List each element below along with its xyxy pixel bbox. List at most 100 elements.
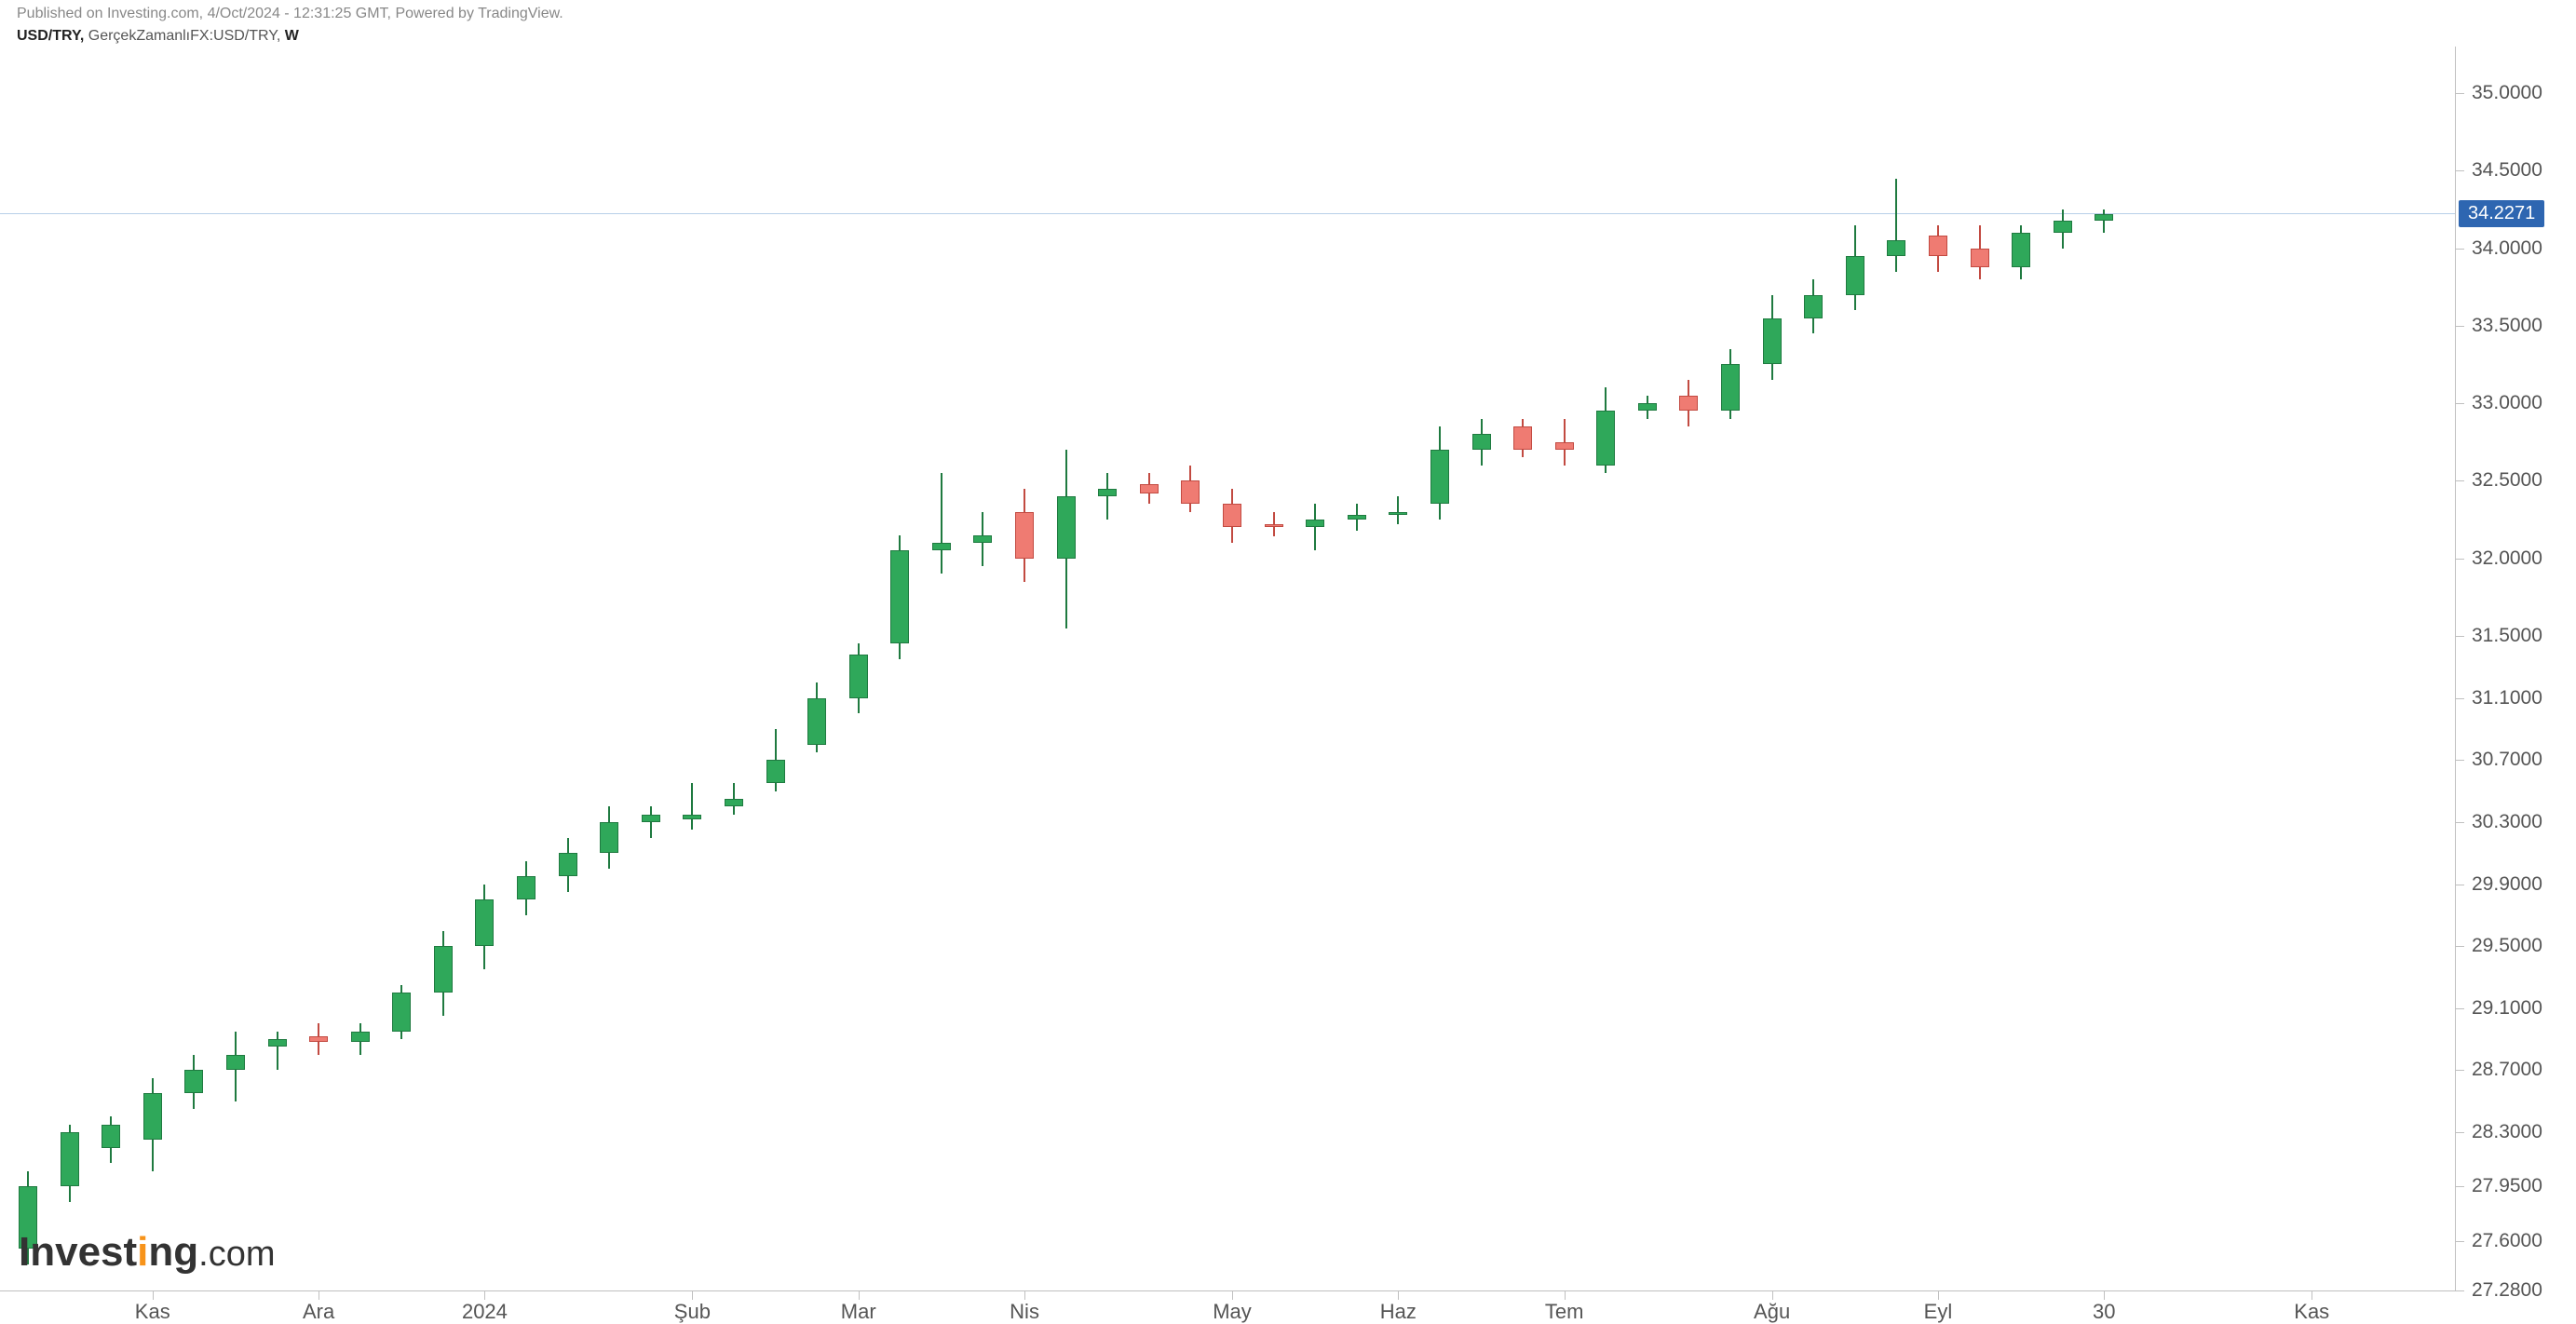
xtick-label: Kas — [135, 1300, 170, 1324]
candle-body — [1223, 504, 1241, 527]
xtick-mark — [484, 1290, 485, 1300]
logo-suffix: .com — [198, 1235, 275, 1274]
candle-body — [2012, 233, 2030, 267]
candle-body — [2054, 221, 2072, 233]
logo-part1: Invest — [19, 1229, 137, 1275]
ytick-label: 29.5000 — [2472, 935, 2542, 957]
ytick-label: 35.0000 — [2472, 82, 2542, 104]
y-axis — [2455, 47, 2456, 1290]
ytick-label: 33.0000 — [2472, 392, 2542, 414]
xtick-label: Kas — [2294, 1300, 2329, 1324]
ytick-mark — [2455, 1241, 2464, 1242]
xtick-label: Ara — [303, 1300, 334, 1324]
candle-wick — [2103, 209, 2105, 233]
ytick-label: 29.9000 — [2472, 873, 2542, 896]
candle-body — [1265, 524, 1283, 527]
ytick-mark — [2455, 480, 2464, 481]
last-price-line — [0, 213, 2455, 214]
candle-wick — [1895, 179, 1897, 272]
ytick-mark — [2455, 170, 2464, 171]
symbol-feed: GerçekZamanlıFX:USD/TRY, — [88, 28, 285, 44]
candle-body — [1430, 450, 1449, 504]
xtick-mark — [2104, 1290, 2105, 1300]
ytick-mark — [2455, 822, 2464, 823]
xtick-mark — [1772, 1290, 1773, 1300]
candle-body — [392, 993, 411, 1032]
logo-dot: i — [137, 1229, 148, 1275]
xtick-label: Nis — [1010, 1300, 1039, 1324]
ytick-label: 32.5000 — [2472, 469, 2542, 492]
ytick-mark — [2455, 636, 2464, 637]
candle-wick — [691, 783, 693, 830]
ytick-label: 27.6000 — [2472, 1230, 2542, 1252]
candle-body — [1638, 403, 1657, 411]
candle-body — [1763, 318, 1782, 365]
candle-body — [1015, 512, 1034, 559]
candle-body — [1971, 249, 1989, 267]
ytick-mark — [2455, 249, 2464, 250]
xtick-label: Tem — [1545, 1300, 1584, 1324]
candle-wick — [650, 806, 652, 837]
candle-body — [1804, 295, 1823, 318]
candle-body — [600, 822, 618, 853]
candle-body — [932, 543, 951, 550]
candle-body — [766, 760, 785, 783]
logo-part2: ng — [148, 1229, 198, 1275]
ytick-label: 32.0000 — [2472, 547, 2542, 570]
last-price-tag: 34.2271 — [2459, 200, 2544, 227]
candle-wick — [277, 1032, 278, 1071]
symbol-pair: USD/TRY, — [17, 28, 88, 44]
xtick-mark — [1938, 1290, 1939, 1300]
published-meta: Published on Investing.com, 4/Oct/2024 -… — [17, 6, 563, 22]
ytick-mark — [2455, 559, 2464, 560]
candle-body — [1679, 396, 1698, 412]
ytick-mark — [2455, 1008, 2464, 1009]
candle-body — [725, 799, 743, 806]
candle-body — [683, 815, 701, 819]
xtick-label: Şub — [674, 1300, 711, 1324]
candle-body — [1181, 480, 1200, 504]
candle-body — [559, 853, 577, 876]
candle-body — [1472, 434, 1491, 450]
candle-body — [1140, 484, 1159, 493]
ytick-label: 28.3000 — [2472, 1121, 2542, 1143]
candle-wick — [941, 473, 942, 574]
candle-body — [849, 655, 868, 698]
xtick-mark — [692, 1290, 693, 1300]
candle-body — [143, 1093, 162, 1140]
xtick-label: May — [1213, 1300, 1252, 1324]
ytick-label: 28.7000 — [2472, 1059, 2542, 1081]
ytick-label: 34.0000 — [2472, 237, 2542, 260]
ytick-label: 33.5000 — [2472, 315, 2542, 337]
xtick-label: 2024 — [462, 1300, 508, 1324]
xtick-label: Ağu — [1754, 1300, 1790, 1324]
ytick-label: 31.5000 — [2472, 625, 2542, 647]
xtick-label: 30 — [2093, 1300, 2115, 1324]
candle-body — [309, 1036, 328, 1043]
xtick-mark — [1024, 1290, 1025, 1300]
ytick-mark — [2455, 1132, 2464, 1133]
candle-body — [1929, 236, 1947, 256]
xtick-mark — [1232, 1290, 1233, 1300]
candle-body — [1555, 442, 1574, 450]
candle-body — [61, 1132, 79, 1186]
xtick-label: Haz — [1380, 1300, 1417, 1324]
symbol-interval: W — [285, 28, 299, 44]
ytick-label: 31.1000 — [2472, 687, 2542, 709]
candle-wick — [1397, 496, 1399, 524]
ytick-mark — [2455, 326, 2464, 327]
ytick-mark — [2455, 946, 2464, 947]
xtick-mark — [859, 1290, 860, 1300]
candle-body — [2095, 214, 2113, 221]
candle-body — [1057, 496, 1076, 559]
candle-body — [973, 535, 992, 543]
xtick-label: Eyl — [1924, 1300, 1953, 1324]
candle-body — [807, 698, 826, 745]
candle-body — [642, 815, 660, 822]
ytick-label: 27.2800 — [2472, 1279, 2542, 1302]
candle-body — [102, 1125, 120, 1148]
candle-wick — [1106, 473, 1108, 520]
xtick-mark — [153, 1290, 154, 1300]
ytick-mark — [2455, 93, 2464, 94]
xtick-mark — [1398, 1290, 1399, 1300]
